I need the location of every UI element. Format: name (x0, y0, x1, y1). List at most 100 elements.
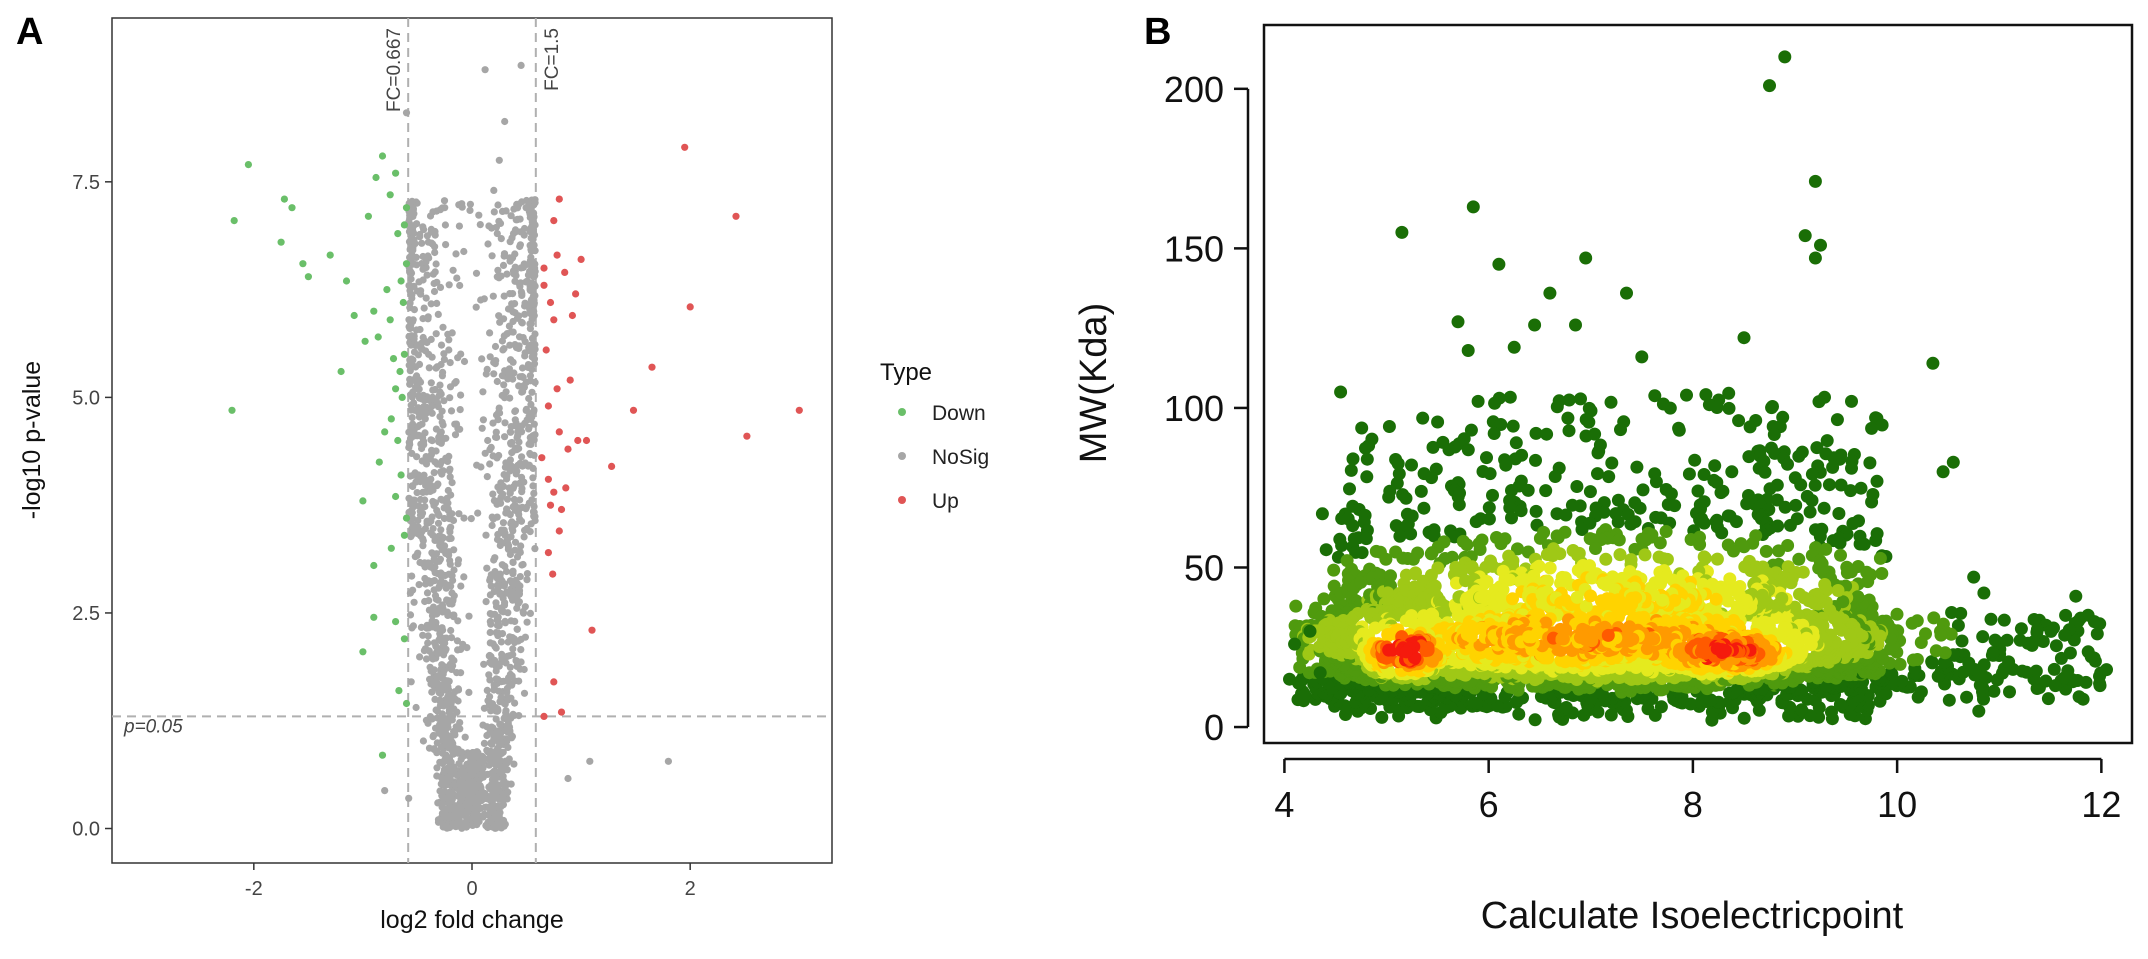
volcano-point-down (277, 238, 285, 246)
density-point (1359, 532, 1373, 546)
volcano-point-nosig (433, 299, 441, 307)
density-point (1605, 456, 1619, 470)
volcano-point-nosig (485, 671, 493, 679)
density-point (1833, 698, 1847, 711)
volcano-point-nosig (442, 645, 450, 653)
volcano-point-nosig (448, 600, 456, 608)
density-point (1680, 388, 1693, 402)
volcano-point-nosig (492, 599, 500, 607)
density-point (1767, 428, 1781, 441)
volcano-point-nosig (412, 703, 420, 712)
density-point (1591, 467, 1604, 481)
volcano-point-nosig (494, 530, 502, 539)
density-point (1825, 705, 1838, 719)
volcano-point-nosig (484, 436, 492, 445)
density-point (1521, 483, 1535, 497)
volcano-point-nosig (664, 757, 673, 765)
volcano-point-nosig (515, 586, 523, 594)
volcano-point-nosig (516, 242, 524, 251)
density-point (2014, 622, 2028, 636)
volcano-point-nosig (490, 730, 498, 739)
volcano-point-nosig (482, 531, 490, 539)
volcano-point-up (553, 385, 561, 393)
volcano-point-nosig (487, 739, 495, 748)
volcano-point-nosig (452, 250, 460, 258)
volcano-point-nosig (449, 266, 457, 274)
volcano-point-nosig (423, 271, 431, 279)
density-point (1603, 592, 1617, 606)
volcano-point-nosig (492, 715, 500, 723)
volcano-point-nosig (419, 223, 427, 231)
volcano-point-nosig (518, 388, 526, 396)
volcano-point-down (392, 492, 400, 501)
volcano-point-up (544, 475, 553, 483)
volcano-point-nosig (427, 335, 435, 343)
volcano-point-nosig (423, 409, 431, 417)
volcano-point-nosig (496, 487, 504, 495)
volcano-point-nosig (429, 655, 437, 663)
volcano-point-nosig (530, 269, 539, 277)
volcano-point-nosig (421, 597, 429, 606)
density-point (1483, 467, 1497, 481)
volcano-point-down (350, 311, 358, 320)
density-point (1831, 584, 1845, 597)
density-point (1506, 419, 1520, 433)
volcano-point-nosig (493, 820, 501, 828)
volcano-point-nosig (515, 677, 523, 685)
volcano-point-nosig (422, 294, 430, 302)
volcano-point-nosig (480, 810, 488, 818)
volcano-point-nosig (517, 61, 525, 69)
volcano-point-nosig (488, 252, 496, 260)
volcano-point-up (588, 626, 596, 634)
volcano-point-nosig (510, 205, 518, 213)
density-point (1319, 543, 1333, 557)
volcano-point-nosig (509, 358, 517, 366)
volcano-point-nosig (454, 697, 462, 705)
volcano-point-nosig (477, 463, 485, 471)
volcano-point-up (629, 406, 638, 414)
volcano-point-nosig (434, 519, 443, 527)
volcano-point-nosig (448, 329, 456, 337)
volcano-point-nosig (517, 279, 525, 287)
volcano-point-nosig (416, 233, 424, 241)
volcano-point-nosig (493, 377, 501, 386)
volcano-point-nosig (415, 581, 423, 589)
volcano-point-nosig (479, 769, 487, 777)
volcano-point-up (574, 436, 582, 445)
volcano-point-nosig (494, 266, 502, 274)
volcano-point-nosig (419, 252, 427, 261)
volcano-point-nosig (446, 560, 454, 568)
density-point (1505, 484, 1518, 497)
volcano-point-up (544, 402, 553, 410)
density-point (1710, 401, 1724, 414)
volcano-point-nosig (444, 506, 452, 514)
volcano-point-nosig (528, 409, 536, 417)
volcano-point-nosig (437, 743, 446, 751)
volcano-point-nosig (518, 428, 526, 436)
volcano-point-nosig (511, 263, 519, 271)
volcano-point-nosig (504, 638, 512, 646)
volcano-point-nosig (407, 321, 415, 329)
volcano-point-nosig (430, 469, 438, 477)
volcano-point-down (398, 393, 406, 401)
volcano-point-nosig (437, 537, 445, 545)
volcano-point-nosig (472, 269, 481, 277)
density-point (1805, 467, 1819, 481)
volcano-point-nosig (500, 292, 508, 300)
volcano-point-nosig (506, 467, 514, 475)
density-point (1528, 713, 1542, 727)
density-point (1359, 441, 1372, 455)
volcano-point-down (400, 531, 408, 539)
volcano-point-nosig (525, 394, 533, 403)
volcano-point-nosig (526, 285, 534, 294)
volcano-point-nosig (435, 647, 444, 655)
volcano-point-up (550, 217, 558, 225)
volcano-point-nosig (441, 204, 449, 212)
volcano-point-nosig (469, 783, 477, 791)
density-point (2047, 662, 2061, 676)
volcano-point-nosig (447, 699, 455, 707)
volcano-point-nosig (523, 524, 531, 533)
density-point (1960, 690, 1974, 704)
volcano-point-nosig (510, 495, 518, 504)
volcano-point-nosig (503, 475, 511, 483)
